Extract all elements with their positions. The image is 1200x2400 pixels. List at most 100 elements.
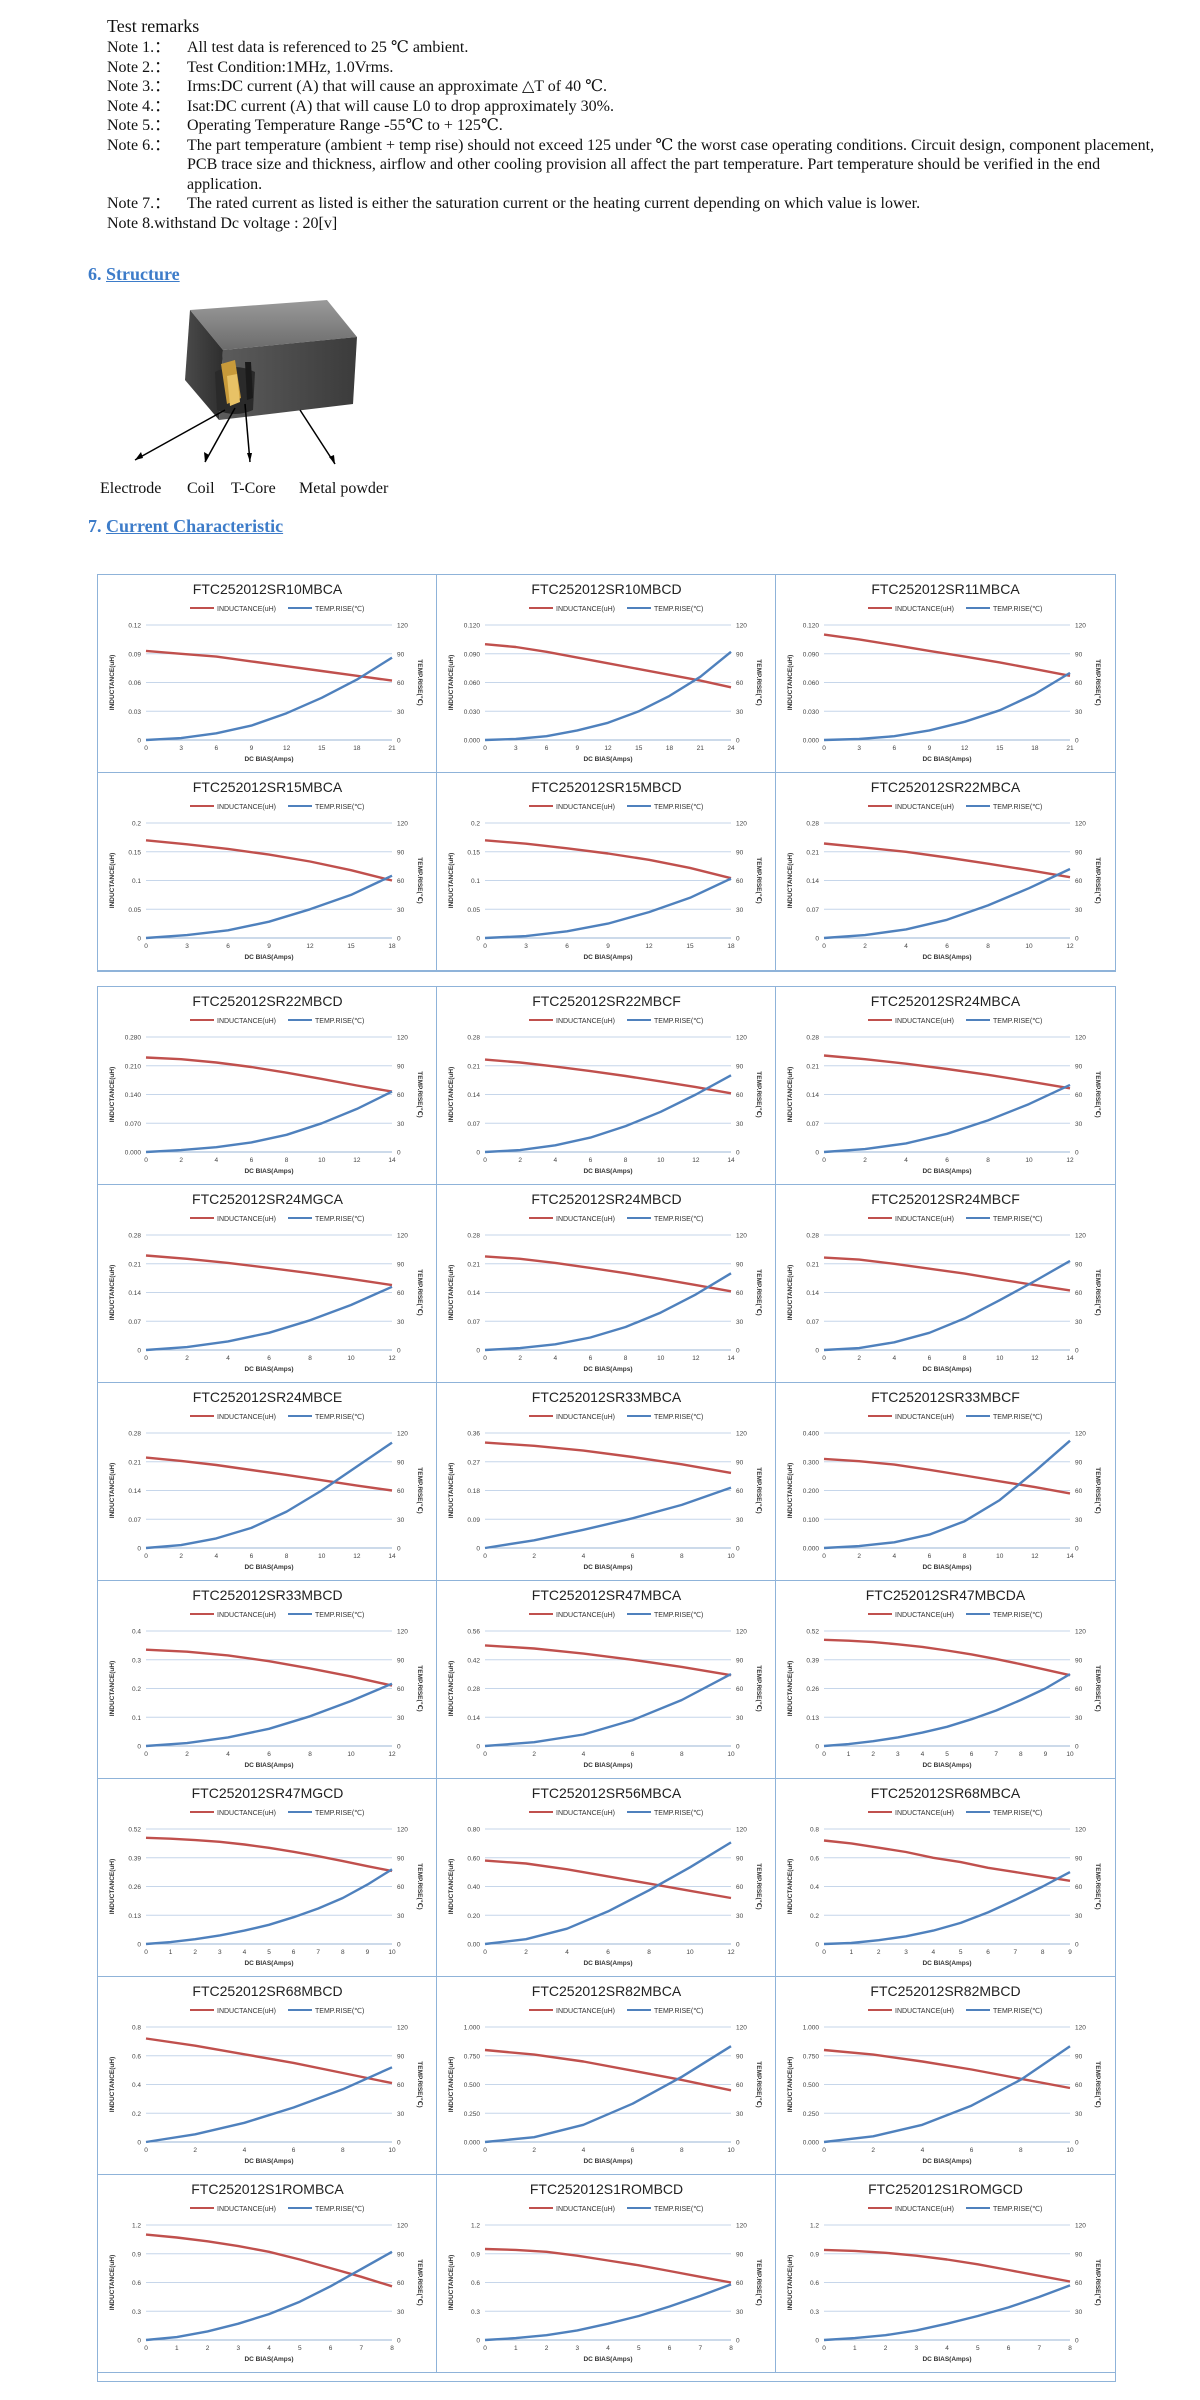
y2-tick-label: 30 [397,1715,405,1722]
y-tick-label: 0.250 [464,2111,481,2118]
y-tick-label: 0.28 [128,1431,141,1438]
y-axis-label-right: TEMP.RISE(℃) [416,659,424,705]
x-tick-label: 7 [1037,2345,1041,2352]
x-tick-label: 0 [822,2147,826,2154]
y2-tick-label: 90 [736,1261,744,1268]
y2-tick-label: 120 [1075,1035,1086,1042]
series-line-inductance [484,2247,732,2284]
x-tick-label: 6 [970,2147,974,2154]
y-tick-label: 0.2 [132,2111,141,2118]
y2-tick-label: 120 [736,1629,747,1636]
series-line-temp-rise [484,1272,732,1352]
y-tick-label: 0 [476,1150,480,1157]
y2-tick-label: 120 [1075,1233,1086,1240]
y-axis-label-left: INDUCTANCE(uH) [787,1067,794,1122]
x-tick-label: 6 [631,1553,635,1560]
y-tick-label: 0.15 [128,849,141,856]
y2-tick-label: 30 [1075,1715,1083,1722]
series-line-inductance [823,842,1071,879]
x-tick-label: 2 [179,1157,183,1164]
note-label: Note 1.： [107,39,171,56]
y2-tick-label: 90 [1075,2053,1083,2060]
characteristic-title-link[interactable]: Current Characteristic [106,516,284,536]
chart-title: FTC252012SR24MGCA [192,1191,343,1207]
structure-title-link[interactable]: Structure [106,264,180,284]
y2-tick-label: 120 [397,1233,408,1240]
x-tick-label: 3 [857,745,861,752]
chart-legend: INDUCTANCE(uH) TEMP.RISE(℃) [190,804,364,811]
x-tick-label: 6 [545,745,549,752]
y-tick-label: 0.14 [128,1488,141,1495]
note-label: Note 2.： [107,58,171,76]
x-tick-label: 10 [388,2147,396,2154]
y2-tick-label: 0 [397,1546,401,1553]
x-tick-label: 10 [1066,1751,1074,1758]
y2-tick-label: 120 [397,2223,408,2230]
y-tick-label: 0.07 [806,907,819,914]
x-tick-label: 4 [565,1949,569,1956]
y-tick-label: 0.14 [806,878,819,885]
series-line-inductance [145,1254,393,1287]
x-tick-label: 3 [236,2345,240,2352]
y-axis-label-left: INDUCTANCE(uH) [787,2057,794,2112]
y2-tick-label: 30 [1075,907,1083,914]
y2-tick-label: 0 [1075,2338,1079,2345]
chart-legend: INDUCTANCE(uH) TEMP.RISE(℃) [868,1810,1042,1817]
y-tick-label: 0.120 [464,623,481,630]
y-axis-label-right: TEMP.RISE(℃) [416,1665,424,1711]
y2-tick-label: 30 [736,2309,744,2316]
series-line-inductance [823,2048,1071,2090]
x-axis-label: DC BIAS(Amps) [244,954,293,961]
series-line-temp-rise [145,1682,393,1748]
x-tick-label: 0 [483,943,487,950]
y-axis-label-left: INDUCTANCE(uH) [109,655,116,710]
x-tick-label: 5 [976,2345,980,2352]
x-tick-label: 0 [822,1355,826,1362]
y-axis-label-right: TEMP.RISE(℃) [1094,659,1102,705]
x-tick-label: 0 [483,1949,487,1956]
y-tick-label: 0.280 [125,1035,142,1042]
legend-label-inductance: INDUCTANCE(uH) [556,2008,615,2015]
legend-label-temp: TEMP.RISE(℃) [993,1612,1042,1619]
series-line-inductance [145,2233,393,2288]
x-axis-label: DC BIAS(Amps) [583,1960,632,1967]
chart-svg: INDUCTANCE(uH) TEMP.RISE(℃)0 00.3 300.6 600.… [787,2206,1102,2363]
y-axis-label-right: TEMP.RISE(℃) [416,1863,424,1909]
y2-tick-label: 90 [736,651,744,658]
y2-tick-label: 90 [1075,1657,1083,1664]
chart-panel: FTC252012SR56MBCA INDUCTANCE(uH) TEMP.RISE… [437,1779,776,1977]
y-tick-label: 0.2 [471,821,480,828]
x-tick-label: 4 [226,1355,230,1362]
legend-label-inductance: INDUCTANCE(uH) [895,606,954,613]
x-tick-label: 6 [606,1949,610,1956]
x-tick-label: 8 [680,1553,684,1560]
x-tick-label: 10 [686,1949,694,1956]
note-6: Note 6.： The part temperature (ambient + … [107,136,1167,195]
legend-label-inductance: INDUCTANCE(uH) [217,1414,276,1421]
y-tick-label: 0 [476,1546,480,1553]
series-line-inductance [823,1457,1071,1495]
x-tick-label: 4 [892,1355,896,1362]
y2-tick-label: 30 [397,1913,405,1920]
legend-label-temp: TEMP.RISE(℃) [654,804,703,811]
y2-tick-label: 60 [736,1686,744,1693]
y-tick-label: 0.2 [132,1686,141,1693]
y-tick-label: 0 [815,936,819,943]
series-line-inductance [145,1456,393,1492]
y2-tick-label: 0 [736,1942,740,1949]
y2-tick-label: 0 [736,2338,740,2345]
y-tick-label: 0.56 [467,1629,480,1636]
chart-svg: INDUCTANCE(uH) TEMP.RISE(℃)0 00.07 300.14 60… [448,1216,763,1373]
chart-svg: INDUCTANCE(uH) TEMP.RISE(℃)0 00.07 300.14 60… [109,1216,424,1373]
chart-panel: FTC252012SR22MBCA INDUCTANCE(uH) TEMP.RISE… [776,773,1115,971]
note-label: Note 6.： [107,136,171,154]
x-tick-label: 21 [388,745,396,752]
x-tick-label: 4 [582,1553,586,1560]
y-tick-label: 0.8 [132,2025,141,2032]
y2-tick-label: 60 [397,1686,405,1693]
x-tick-label: 7 [698,2345,702,2352]
y-tick-label: 0.9 [471,2251,480,2258]
y2-tick-label: 90 [736,1063,744,1070]
x-tick-label: 9 [575,745,579,752]
y-tick-label: 0 [815,1744,819,1751]
